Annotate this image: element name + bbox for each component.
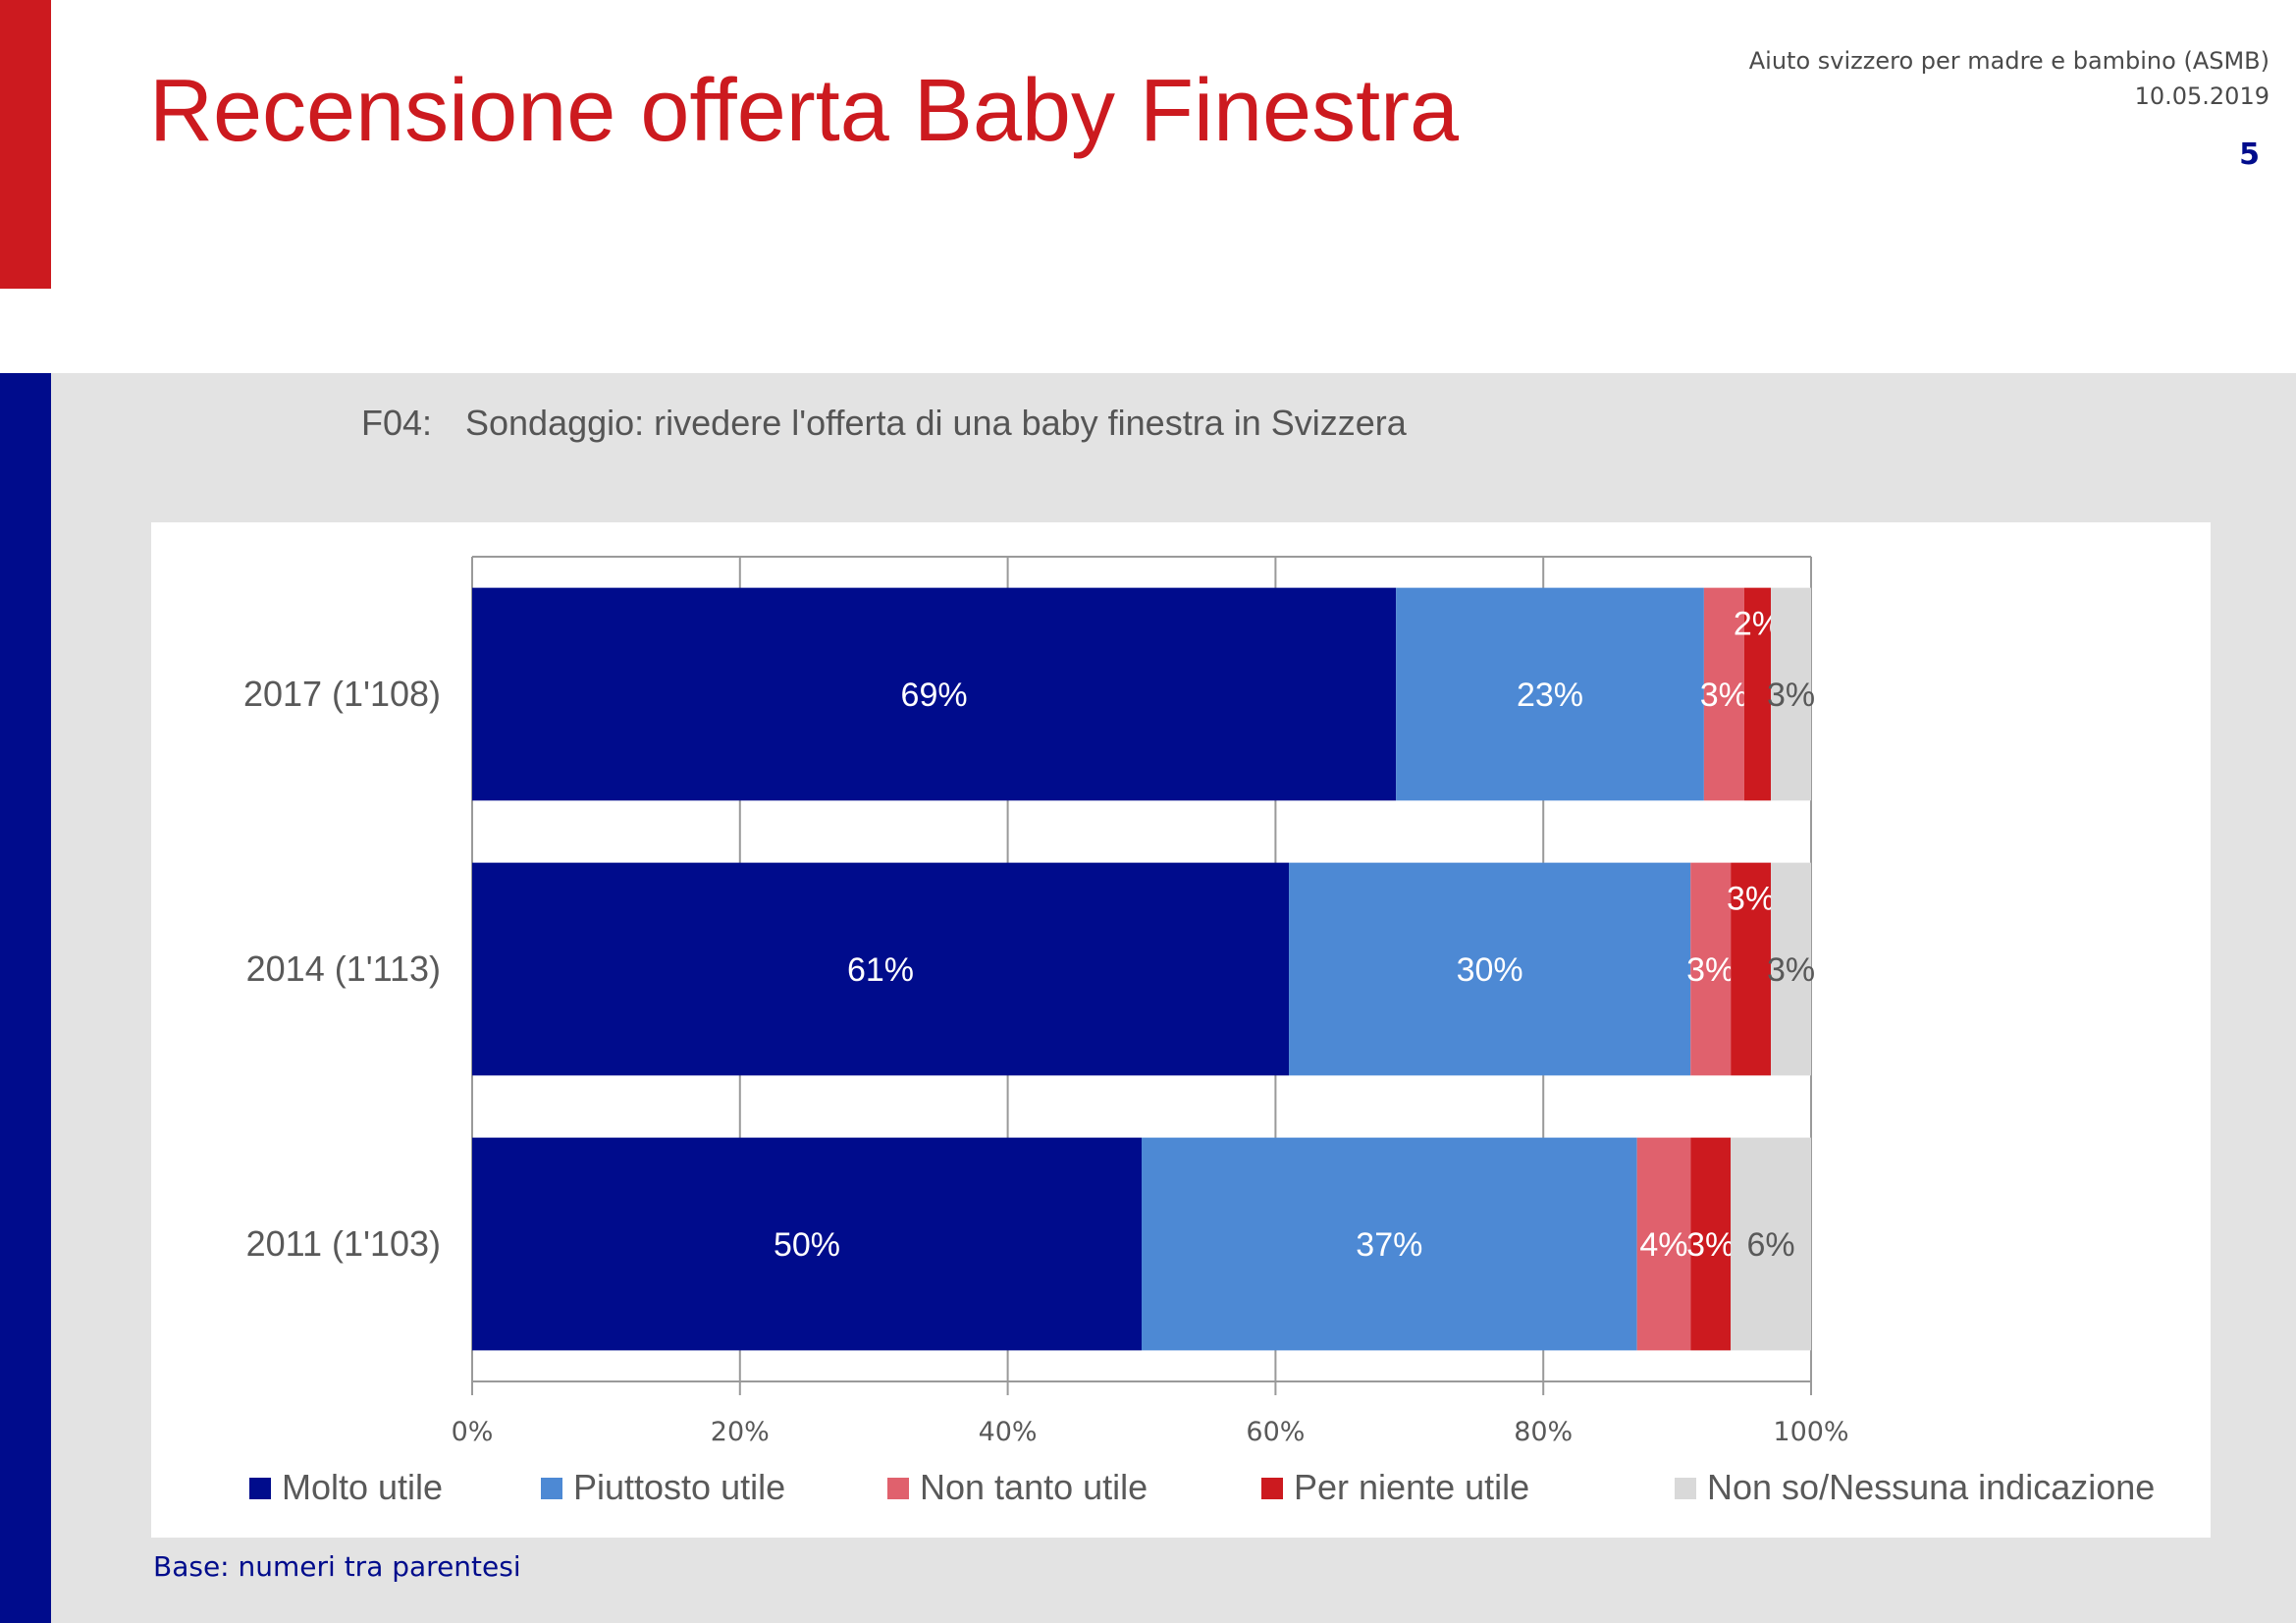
header-accent-bar <box>0 0 51 289</box>
page-number: 5 <box>2239 137 2260 172</box>
data-label: 3% <box>1686 951 1735 989</box>
bar-segment <box>472 1137 1142 1351</box>
data-label: 4% <box>1639 1226 1687 1264</box>
data-label: 6% <box>1747 1226 1795 1264</box>
page-title: Recensione offerta Baby Finestra <box>149 62 1460 160</box>
legend-swatch <box>1675 1478 1696 1499</box>
chart-area: 69% 23% 3% 2% 3% 2017 (1'108) 61% 30% 3% 3% 3% 2014… <box>151 522 2211 1538</box>
data-label: 30% <box>1457 951 1523 989</box>
x-tick-label: 80% <box>1514 1417 1573 1447</box>
legend-label: Non so/Nessuna indicazione <box>1707 1467 2155 1507</box>
data-label: 3% <box>1700 676 1748 714</box>
x-tick-label: 40% <box>979 1417 1038 1447</box>
x-tick-label: 0% <box>452 1417 494 1447</box>
data-label: 69% <box>901 676 968 714</box>
bar-segment <box>1690 1137 1732 1351</box>
base-note: Base: numeri tra parentesi <box>153 1550 521 1583</box>
content-accent-bar <box>0 373 51 1623</box>
organization-name: Aiuto svizzero per madre e bambino (ASMB… <box>1748 47 2269 75</box>
category-label: 2017 (1'108) <box>243 674 441 714</box>
data-label: 61% <box>847 951 914 989</box>
stacked-bar-chart: 69% 23% 3%2%3%2017 (1'108)61% 30% 3%3%3%2014… <box>243 556 2155 1507</box>
question-heading: F04: Sondaggio: rivedere l'offerta di una… <box>361 403 1407 444</box>
data-label: 23% <box>1517 676 1583 714</box>
legend-label: Non tanto utile <box>920 1467 1148 1507</box>
data-label: 37% <box>1356 1226 1422 1264</box>
bar-segment <box>1771 862 1811 1076</box>
bar-segment <box>1731 1137 1811 1351</box>
bar-segment <box>1743 587 1772 801</box>
data-label: 3% <box>1767 676 1815 714</box>
bar-segment <box>472 587 1397 801</box>
legend-swatch <box>887 1478 909 1499</box>
bar-segment <box>472 862 1290 1076</box>
bar-segment <box>1703 587 1744 801</box>
category-label: 2011 (1'103) <box>246 1223 441 1264</box>
data-label: 3% <box>1727 881 1775 918</box>
bar-segment <box>1142 1137 1637 1351</box>
question-text: Sondaggio: rivedere l'offerta di una bab… <box>465 403 1407 443</box>
data-label: 3% <box>1767 951 1815 989</box>
x-tick-label: 100% <box>1773 1417 1848 1447</box>
bar-segment <box>1771 587 1811 801</box>
legend-label: Per niente utile <box>1294 1467 1529 1507</box>
bar-segment <box>1396 587 1704 801</box>
question-code: F04: <box>361 403 433 443</box>
bar-segment <box>1636 1137 1691 1351</box>
x-tick-label: 20% <box>711 1417 770 1447</box>
bar-segment <box>1690 862 1732 1076</box>
legend-swatch <box>1261 1478 1283 1499</box>
x-tick-label: 60% <box>1246 1417 1305 1447</box>
legend-label: Molto utile <box>282 1467 443 1507</box>
legend-label: Piuttosto utile <box>573 1467 785 1507</box>
bar-segment <box>1289 862 1691 1076</box>
data-label: 3% <box>1686 1226 1735 1264</box>
category-label: 2014 (1'113) <box>246 948 441 989</box>
legend-swatch <box>249 1478 271 1499</box>
report-date: 10.05.2019 <box>2134 82 2269 110</box>
data-label: 50% <box>774 1226 840 1264</box>
legend-swatch <box>541 1478 562 1499</box>
bar-segment <box>1731 862 1772 1076</box>
